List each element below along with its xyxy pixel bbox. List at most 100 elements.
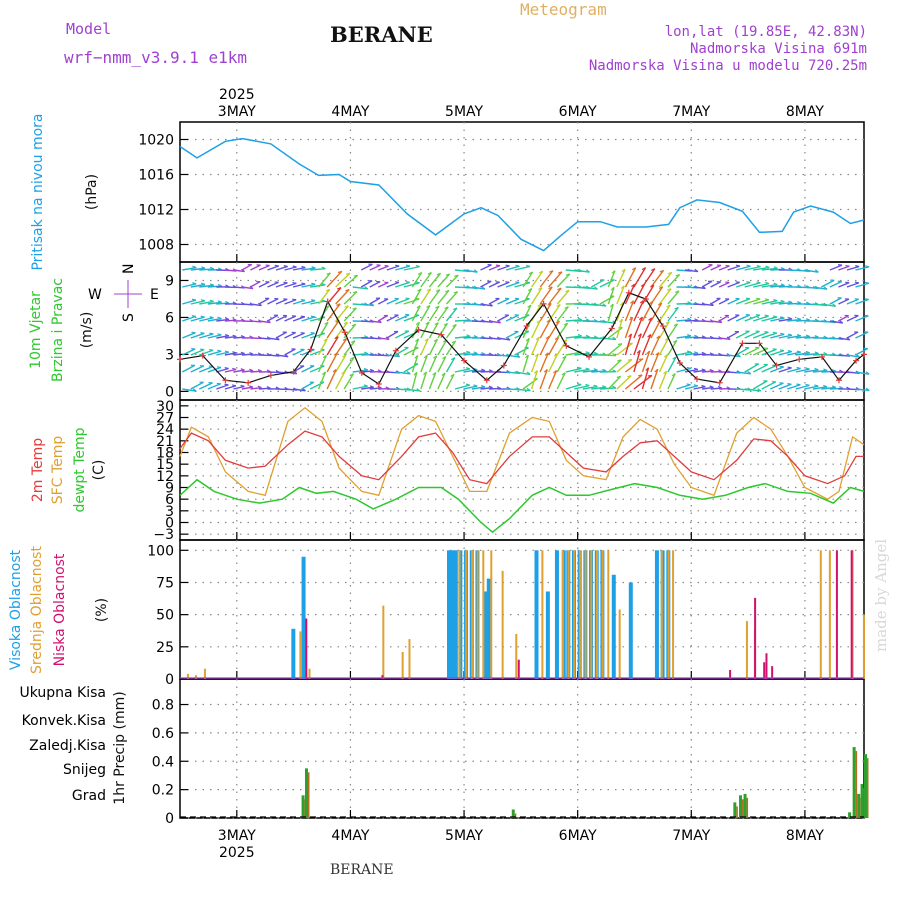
wind-arrow: [633, 350, 641, 373]
wind-arrow-head: [433, 355, 437, 359]
wind-arrow-head: [562, 355, 567, 359]
panel-frame-1: [179, 121, 865, 263]
wind-arrow-head: [764, 314, 769, 317]
total-precip-bar: [864, 754, 867, 818]
wind-arrow: [531, 270, 544, 288]
wind-arrow-head: [441, 372, 446, 376]
wind-arrow-head: [772, 331, 777, 334]
wind-arrow: [488, 281, 500, 288]
wind-arrow: [480, 387, 493, 390]
wind-arrow: [488, 320, 501, 324]
wind-arrow-head: [369, 352, 375, 356]
wind-axis-label-2: Brzina i Pravac: [50, 278, 66, 382]
wind-arrow: [624, 283, 636, 305]
dewpt-temp-line: [179, 478, 865, 534]
wind-arrow: [736, 371, 751, 375]
wind-arrow: [233, 269, 245, 273]
wind-arrow: [284, 348, 296, 356]
wind-arrow: [233, 352, 245, 356]
wind-arrow-head: [466, 334, 471, 337]
total-precip-bar: [511, 809, 515, 818]
wind-arrow: [641, 301, 654, 322]
wind-arrow-head: [224, 367, 229, 370]
temp-2m-axis-label: 2m Temp: [30, 438, 46, 502]
wind-arrow: [267, 337, 280, 341]
wind-arrow-head: [788, 284, 793, 287]
wind-gust-marker: [358, 369, 365, 376]
wind-arrow-head: [823, 351, 828, 355]
cloud-unit-label: (%): [94, 598, 110, 622]
wind-arrow: [207, 317, 222, 322]
wind-arrow-head: [451, 340, 456, 344]
wind-arrow-head: [481, 368, 486, 372]
wind-arrow-head: [779, 349, 785, 352]
wind-arrow-head: [209, 316, 214, 319]
wind-arrow: [838, 298, 850, 305]
temp-unit-label: (C): [91, 460, 107, 481]
wind-arrow: [181, 348, 196, 356]
wind-arrow: [377, 298, 389, 305]
wind-arrow-head: [209, 266, 215, 270]
wind-arrow: [463, 352, 478, 356]
wind-arrow: [301, 332, 315, 339]
wind-arrow-head: [257, 385, 262, 389]
wind-arrow: [445, 324, 457, 339]
wind-arrow: [420, 321, 430, 339]
wind-arrow-head: [311, 299, 316, 302]
wind-arrow-head: [659, 269, 664, 273]
wind-arrow: [267, 281, 279, 288]
wind-arrow-head: [764, 331, 769, 333]
wind-arrow-head: [637, 333, 642, 337]
wind-arrow-head: [526, 387, 531, 392]
wind-gust-marker: [756, 340, 763, 347]
wind-arrow-head: [864, 298, 869, 301]
wind-gust-marker: [563, 342, 570, 349]
wind-arrow: [301, 316, 316, 322]
wind-arrow: [411, 355, 419, 373]
wind-arrow: [369, 387, 382, 390]
ytick-label-3: 6: [165, 492, 174, 508]
wind-gust-marker: [693, 376, 700, 383]
wind-arrow: [326, 336, 339, 356]
low-cloud-bar: [765, 653, 768, 679]
wind-arrow: [522, 354, 529, 373]
wind-arrow: [292, 266, 306, 271]
mid-cloud-bar: [584, 550, 587, 679]
mid-cloud-bar: [203, 668, 206, 679]
wind-arrow: [624, 358, 644, 373]
wind-arrow-head: [452, 324, 457, 327]
wind-arrow-head: [248, 385, 254, 388]
wind-arrow: [821, 303, 836, 307]
precip-bar-edge: [742, 799, 744, 818]
wind-arrow: [301, 299, 316, 305]
wind-arrow-head: [557, 287, 562, 291]
mid-cloud-bar: [578, 550, 581, 679]
wind-arrow: [676, 319, 692, 322]
wind-arrow-head: [292, 265, 297, 268]
wind-arrow: [633, 374, 653, 390]
wind-arrow: [812, 303, 828, 307]
mid-cloud-bar: [194, 675, 197, 679]
wind-arrow: [855, 388, 870, 392]
wind-arrow-head: [435, 289, 441, 292]
wind-arrow: [710, 264, 722, 271]
wind-arrow-head: [200, 282, 206, 286]
wind-arrow: [778, 334, 793, 339]
wind-arrow-head: [349, 373, 354, 377]
wind-arrow-head: [413, 371, 418, 376]
footer-station: BERANE: [330, 862, 394, 878]
ytick-label-3: 3: [165, 504, 174, 520]
wind-arrow: [326, 270, 343, 288]
precip-legend-3: Zaledj.Kisa: [29, 738, 106, 754]
mid-cloud-bar: [567, 550, 570, 679]
mid-cloud-bar: [819, 550, 822, 679]
product-title: Meteogram: [520, 0, 607, 19]
wind-arrow: [744, 265, 761, 271]
wind-arrow: [463, 269, 478, 273]
wind-gust-marker: [341, 329, 348, 336]
wind-arrow-head: [619, 302, 624, 306]
wind-arrow-head: [602, 303, 607, 307]
xtick-label-top: 6MAY: [559, 104, 597, 120]
wind-arrow: [846, 331, 859, 339]
wind-arrow: [326, 319, 340, 339]
